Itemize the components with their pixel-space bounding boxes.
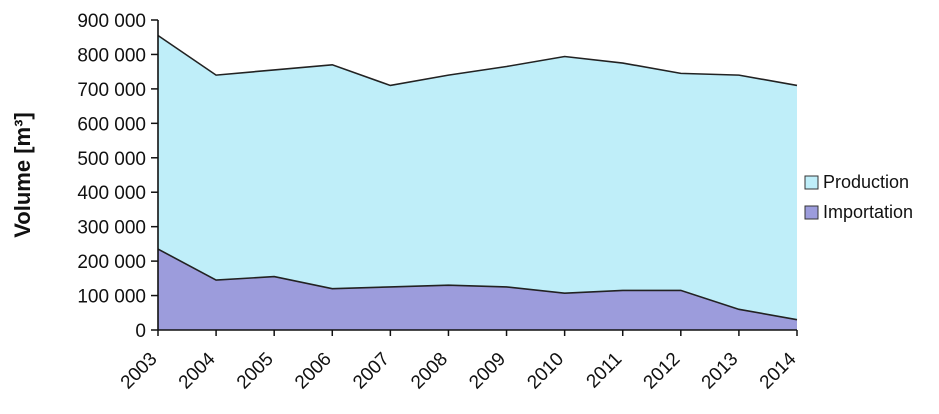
x-tick-label: 2009 bbox=[465, 349, 510, 394]
area-importation bbox=[158, 249, 797, 330]
x-tick-label: 2011 bbox=[583, 349, 627, 393]
y-tick-label: 500 000 bbox=[77, 149, 146, 170]
x-axis: 2003 2004 2005 2006 2007 2008 2009 2010 2011 2012… bbox=[117, 329, 801, 394]
y-tick-label: 300 000 bbox=[77, 218, 146, 239]
y-tick-label: 400 000 bbox=[77, 183, 146, 204]
y-tick-label: 0 bbox=[135, 321, 146, 342]
x-tick-label: 2004 bbox=[175, 348, 220, 393]
legend-label: Importation bbox=[823, 202, 913, 222]
line-production-top bbox=[157, 34, 798, 87]
x-tick-label: 2003 bbox=[117, 349, 162, 394]
legend-swatch bbox=[804, 175, 819, 190]
x-tick-label: 2013 bbox=[698, 349, 743, 394]
y-tick-label: 100 000 bbox=[77, 287, 146, 308]
x-tick-label: 2010 bbox=[523, 349, 568, 394]
x-tick-label: 2007 bbox=[349, 349, 394, 394]
y-axis: 0 100 000 200 000 300 000 400 000 500 000 600 … bbox=[77, 11, 159, 342]
line-importation-top bbox=[157, 248, 798, 321]
y-tick-label: 200 000 bbox=[77, 252, 146, 273]
y-tick-label: 700 000 bbox=[77, 80, 146, 101]
y-tick-label: 900 000 bbox=[77, 11, 146, 32]
y-tick-label: 600 000 bbox=[77, 114, 146, 135]
y-axis-label: Volume [m³] bbox=[10, 112, 35, 237]
legend-swatch bbox=[804, 205, 819, 220]
x-tick-label: 2005 bbox=[233, 349, 278, 394]
legend: Production Importation bbox=[804, 172, 913, 222]
x-tick-label: 2012 bbox=[640, 349, 685, 394]
x-tick-label: 2006 bbox=[291, 349, 336, 394]
x-tick-label: 2014 bbox=[756, 348, 801, 393]
y-tick-label: 800 000 bbox=[77, 45, 146, 66]
chart-areas bbox=[157, 34, 798, 330]
x-tick-label: 2008 bbox=[407, 349, 452, 394]
area-production bbox=[158, 35, 797, 320]
legend-label: Production bbox=[823, 172, 909, 192]
